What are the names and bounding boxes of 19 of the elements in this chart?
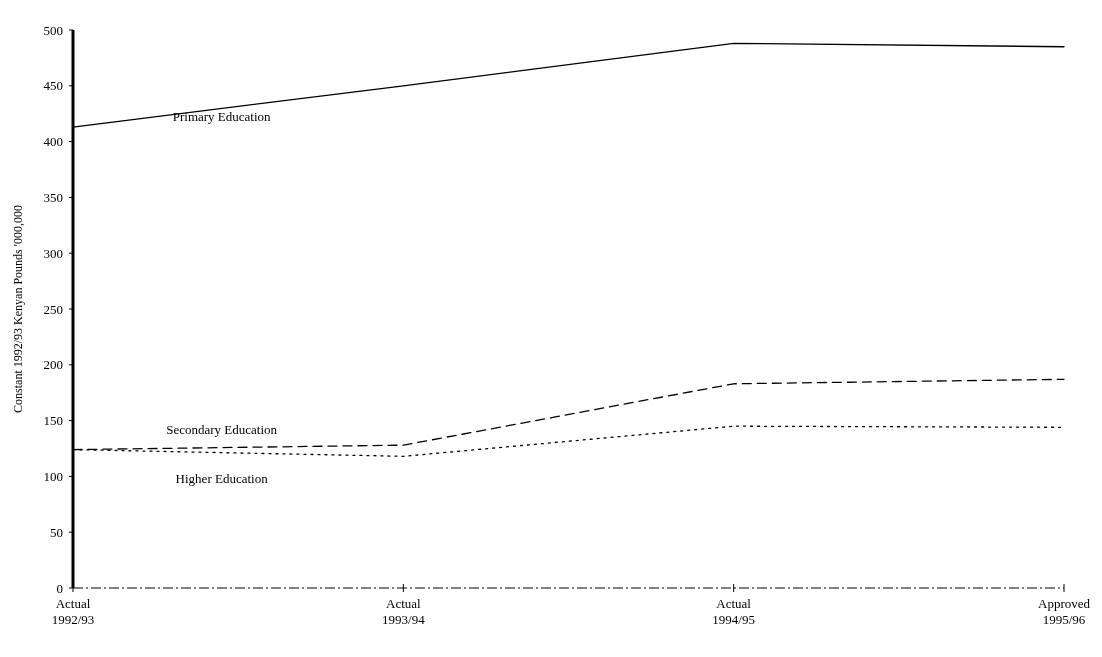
y-tick-label: 150 <box>43 413 63 429</box>
series-label: Secondary Education <box>166 421 278 437</box>
y-tick-label: 250 <box>43 301 63 317</box>
series-label: Primary Education <box>172 108 272 124</box>
y-tick-label: 500 <box>43 22 63 38</box>
y-tick-label: 200 <box>43 357 63 373</box>
x-tick-label: Actual 1993/94 <box>382 596 426 627</box>
x-tick-label: Actual 1994/95 <box>712 596 755 627</box>
y-tick-label: 450 <box>43 78 63 94</box>
y-tick-label: 350 <box>43 189 63 205</box>
x-tick-label: Approved 1995/96 <box>1038 596 1091 627</box>
x-tick-label: Actual 1992/93 <box>51 596 95 627</box>
y-tick-label: 400 <box>43 134 63 150</box>
y-tick-label: 50 <box>50 524 63 540</box>
y-tick-label: 300 <box>43 245 63 261</box>
y-tick-label: 100 <box>43 468 63 484</box>
series-label: Higher Education <box>175 470 269 486</box>
y-axis-title: Constant 1992/93 Kenyan Pounds '000,000 <box>11 205 25 413</box>
y-tick-label: 0 <box>56 580 63 596</box>
